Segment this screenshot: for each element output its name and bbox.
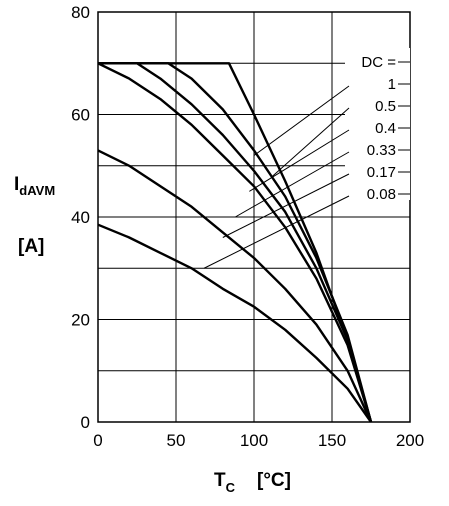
series-line — [97, 62, 373, 423]
leader-lines — [203, 61, 410, 269]
curves — [97, 62, 373, 423]
dc-label: 0.08 — [367, 186, 396, 203]
y-tick-label: 80 — [71, 3, 90, 22]
leader-line — [222, 173, 350, 238]
series-line — [97, 223, 372, 423]
y-axis-label-main: I — [14, 174, 19, 195]
x-tick-label: 0 — [93, 431, 102, 450]
y-axis-unit: [A] — [18, 236, 44, 257]
series-line — [98, 62, 373, 423]
x-tick-label: 150 — [318, 431, 346, 450]
leader-line — [253, 85, 350, 156]
dc-label-background — [345, 48, 410, 200]
x-axis-label: TC — [214, 470, 236, 495]
dc-label: 0.4 — [375, 120, 396, 137]
x-axis-label-main: T — [214, 470, 226, 491]
y-tick-label: 20 — [71, 311, 90, 330]
leader-line — [249, 129, 350, 192]
dc-labels: 1 0.5 0.4 0.33 0.17 0.08 — [367, 76, 396, 203]
x-tick-label: 50 — [167, 431, 186, 450]
y-axis-label-sub: dAVM — [19, 183, 55, 198]
x-axis-unit: [°C] — [257, 470, 291, 491]
legend-title: DC = — [361, 54, 396, 71]
y-tick-label: 40 — [71, 208, 90, 227]
dc-label: 0.17 — [367, 164, 396, 181]
dc-label-box — [345, 48, 410, 200]
x-axis-label-sub: C — [226, 480, 236, 495]
y-axis-label: IdAVM — [14, 174, 55, 198]
leader-line — [203, 195, 350, 269]
series-line — [98, 62, 373, 423]
leader-line — [272, 107, 350, 177]
plot-frame — [97, 11, 411, 423]
tick-labels: 0 50 100 150 200 0 20 40 60 80 — [71, 3, 424, 450]
x-tick-label: 100 — [240, 431, 268, 450]
dc-label: 0.5 — [375, 98, 396, 115]
series-line — [97, 149, 373, 423]
leader-line — [235, 151, 350, 218]
y-tick-label: 60 — [71, 106, 90, 125]
x-tick-label: 200 — [396, 431, 424, 450]
dc-label: 0.33 — [367, 142, 396, 159]
dc-label: 1 — [388, 76, 396, 93]
y-tick-label: 0 — [81, 413, 90, 432]
